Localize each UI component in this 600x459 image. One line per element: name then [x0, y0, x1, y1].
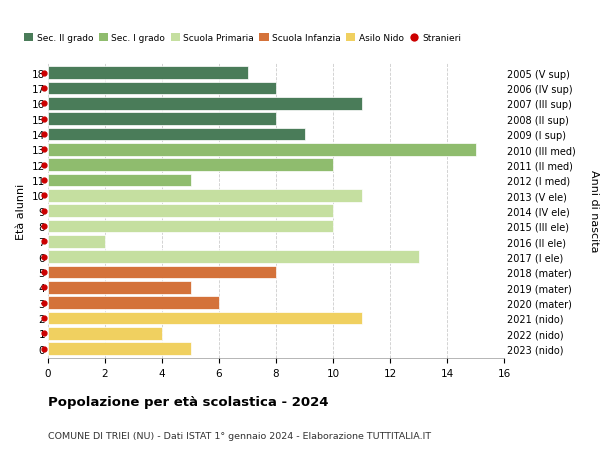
- Bar: [48, 220, 333, 233]
- Text: Popolazione per età scolastica - 2024: Popolazione per età scolastica - 2024: [48, 395, 329, 408]
- Bar: [48, 205, 333, 218]
- Bar: [48, 190, 361, 202]
- Bar: [48, 159, 333, 172]
- Bar: [48, 144, 476, 156]
- Bar: [48, 67, 248, 80]
- Y-axis label: Anni di nascita: Anni di nascita: [589, 170, 599, 252]
- Bar: [48, 327, 162, 340]
- Bar: [48, 98, 361, 110]
- Text: COMUNE DI TRIEI (NU) - Dati ISTAT 1° gennaio 2024 - Elaborazione TUTTITALIA.IT: COMUNE DI TRIEI (NU) - Dati ISTAT 1° gen…: [48, 431, 431, 441]
- Y-axis label: Età alunni: Età alunni: [16, 183, 26, 239]
- Bar: [48, 251, 419, 263]
- Bar: [48, 312, 361, 325]
- Bar: [48, 174, 191, 187]
- Bar: [48, 266, 276, 279]
- Bar: [48, 342, 191, 355]
- Bar: [48, 83, 276, 95]
- Bar: [48, 113, 276, 126]
- Bar: [48, 129, 305, 141]
- Legend: Sec. II grado, Sec. I grado, Scuola Primaria, Scuola Infanzia, Asilo Nido, Stran: Sec. II grado, Sec. I grado, Scuola Prim…: [20, 31, 464, 47]
- Bar: [48, 235, 105, 248]
- Bar: [48, 297, 219, 309]
- Bar: [48, 281, 191, 294]
